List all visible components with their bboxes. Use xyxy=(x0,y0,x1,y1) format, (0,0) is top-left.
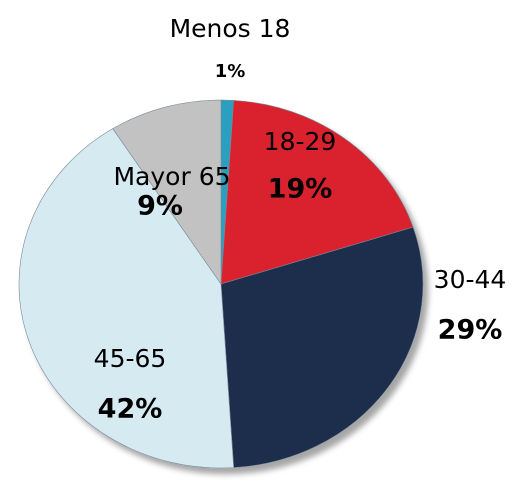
slice-value-label: 19% xyxy=(268,174,333,205)
pie-slice xyxy=(112,99,222,285)
slice-label: 30-44 xyxy=(434,265,507,294)
slice-value-label: 29% xyxy=(438,315,503,346)
slice-value-label: 42% xyxy=(98,394,163,425)
pie-slice xyxy=(18,128,235,469)
slice-label: 18-29 xyxy=(264,127,337,156)
slice-value-label: 9% xyxy=(137,191,183,222)
pie xyxy=(18,99,424,469)
pie-slice xyxy=(220,100,414,285)
slice-label: Menos 18 xyxy=(170,14,291,43)
slice-label: Mayor 65 xyxy=(113,162,230,191)
pie-slice xyxy=(220,226,424,468)
slice-value-label: 1% xyxy=(215,61,246,82)
slice-label: 45-65 xyxy=(94,344,167,373)
